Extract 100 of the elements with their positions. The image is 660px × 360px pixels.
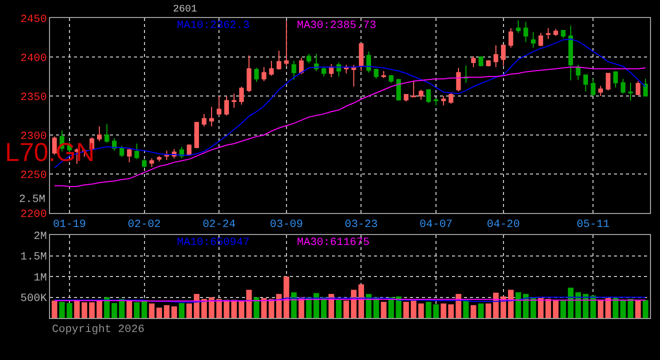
candlestick bbox=[523, 21, 528, 43]
x-tick-label: 03-23 bbox=[344, 219, 378, 232]
candlestick bbox=[209, 106, 214, 127]
y-tick-label: 2250 bbox=[20, 170, 47, 182]
bar bbox=[396, 296, 402, 318]
candlestick bbox=[344, 64, 349, 74]
candlestick bbox=[388, 74, 394, 84]
candlestick bbox=[583, 74, 588, 92]
candlestick bbox=[598, 85, 603, 96]
bar bbox=[358, 284, 364, 318]
candlestick bbox=[590, 78, 596, 96]
x-tick-label: 03-09 bbox=[270, 219, 303, 232]
candlestick bbox=[254, 67, 259, 82]
text: MA10:2362.3 bbox=[177, 20, 250, 32]
bar bbox=[516, 292, 522, 318]
bar bbox=[336, 300, 342, 318]
x-tick-label: 02-02 bbox=[128, 219, 161, 232]
text: 2.5M bbox=[19, 194, 46, 206]
bar bbox=[598, 300, 604, 318]
candlestick bbox=[381, 70, 386, 79]
y-tick-label: 2200 bbox=[20, 208, 47, 221]
bar bbox=[194, 294, 200, 318]
candlestick bbox=[516, 20, 521, 34]
x-tick-label: 05-11 bbox=[576, 219, 610, 232]
bar bbox=[470, 305, 476, 318]
candlestick bbox=[262, 66, 266, 82]
bar bbox=[164, 305, 170, 318]
candlestick bbox=[560, 30, 566, 39]
candlestick bbox=[119, 145, 124, 158]
candlestick bbox=[374, 68, 379, 80]
candlestick bbox=[321, 66, 326, 77]
bar bbox=[410, 300, 416, 318]
bar bbox=[568, 288, 574, 318]
candlestick bbox=[202, 113, 206, 127]
candlestick bbox=[478, 56, 484, 67]
candlestick bbox=[276, 50, 282, 70]
candlestick bbox=[126, 148, 132, 163]
candlestick bbox=[404, 94, 408, 102]
bar bbox=[343, 300, 350, 318]
candlestick bbox=[576, 64, 581, 80]
candlestick bbox=[358, 42, 364, 72]
candlestick bbox=[194, 121, 199, 149]
bar bbox=[560, 300, 566, 318]
chart-title: 2601 bbox=[172, 4, 198, 16]
candlestick bbox=[508, 28, 514, 48]
text: MA30:2385.73 bbox=[297, 20, 376, 32]
bar bbox=[552, 300, 559, 318]
bar bbox=[418, 303, 424, 318]
bar bbox=[178, 303, 184, 318]
candlestick bbox=[149, 158, 154, 168]
bar bbox=[156, 308, 162, 318]
candlestick bbox=[224, 96, 229, 116]
candlestick bbox=[434, 98, 438, 106]
bar bbox=[380, 302, 386, 318]
bar bbox=[612, 298, 618, 318]
bar bbox=[478, 303, 484, 318]
candlestick bbox=[471, 56, 476, 68]
bar bbox=[350, 290, 357, 318]
y-tick-label: 2M bbox=[34, 230, 47, 243]
candlestick bbox=[546, 28, 551, 40]
candlestick bbox=[306, 53, 312, 64]
y-tick-label: 2350 bbox=[20, 92, 47, 104]
bar bbox=[171, 306, 177, 318]
candlestick bbox=[112, 138, 117, 152]
candlestick bbox=[246, 54, 252, 93]
candlestick bbox=[418, 89, 424, 100]
candlestick bbox=[486, 60, 491, 67]
candlestick bbox=[292, 60, 296, 80]
bar bbox=[403, 302, 409, 318]
bar bbox=[508, 290, 514, 318]
y-tick-label: 1M bbox=[34, 272, 47, 284]
text: Copyright 2026 bbox=[52, 324, 144, 336]
y-tick-label: 500K bbox=[20, 293, 48, 306]
candlestick bbox=[568, 25, 574, 81]
candlestick bbox=[494, 44, 498, 68]
bar bbox=[74, 300, 80, 318]
bar bbox=[141, 300, 148, 318]
candlestick bbox=[448, 92, 454, 104]
bar bbox=[216, 298, 222, 318]
bar bbox=[463, 300, 469, 318]
candlestick bbox=[426, 89, 431, 104]
candlestick bbox=[411, 80, 416, 98]
bar bbox=[186, 303, 192, 318]
candlestick bbox=[142, 158, 147, 168]
x-tick-label: 04-07 bbox=[420, 219, 453, 232]
candlestick bbox=[456, 67, 461, 92]
bar bbox=[134, 302, 140, 318]
candlestick bbox=[186, 144, 192, 157]
candlestick bbox=[620, 78, 626, 94]
bar bbox=[104, 297, 110, 318]
bar bbox=[119, 298, 125, 318]
bar bbox=[590, 296, 596, 318]
candlestick bbox=[269, 60, 274, 76]
candlestick bbox=[216, 96, 222, 116]
candlestick bbox=[636, 80, 640, 95]
bar bbox=[96, 300, 102, 318]
candlestick bbox=[104, 124, 110, 144]
candlestick bbox=[232, 93, 236, 108]
text: MA30:611675 bbox=[297, 237, 370, 249]
bar bbox=[642, 300, 648, 318]
